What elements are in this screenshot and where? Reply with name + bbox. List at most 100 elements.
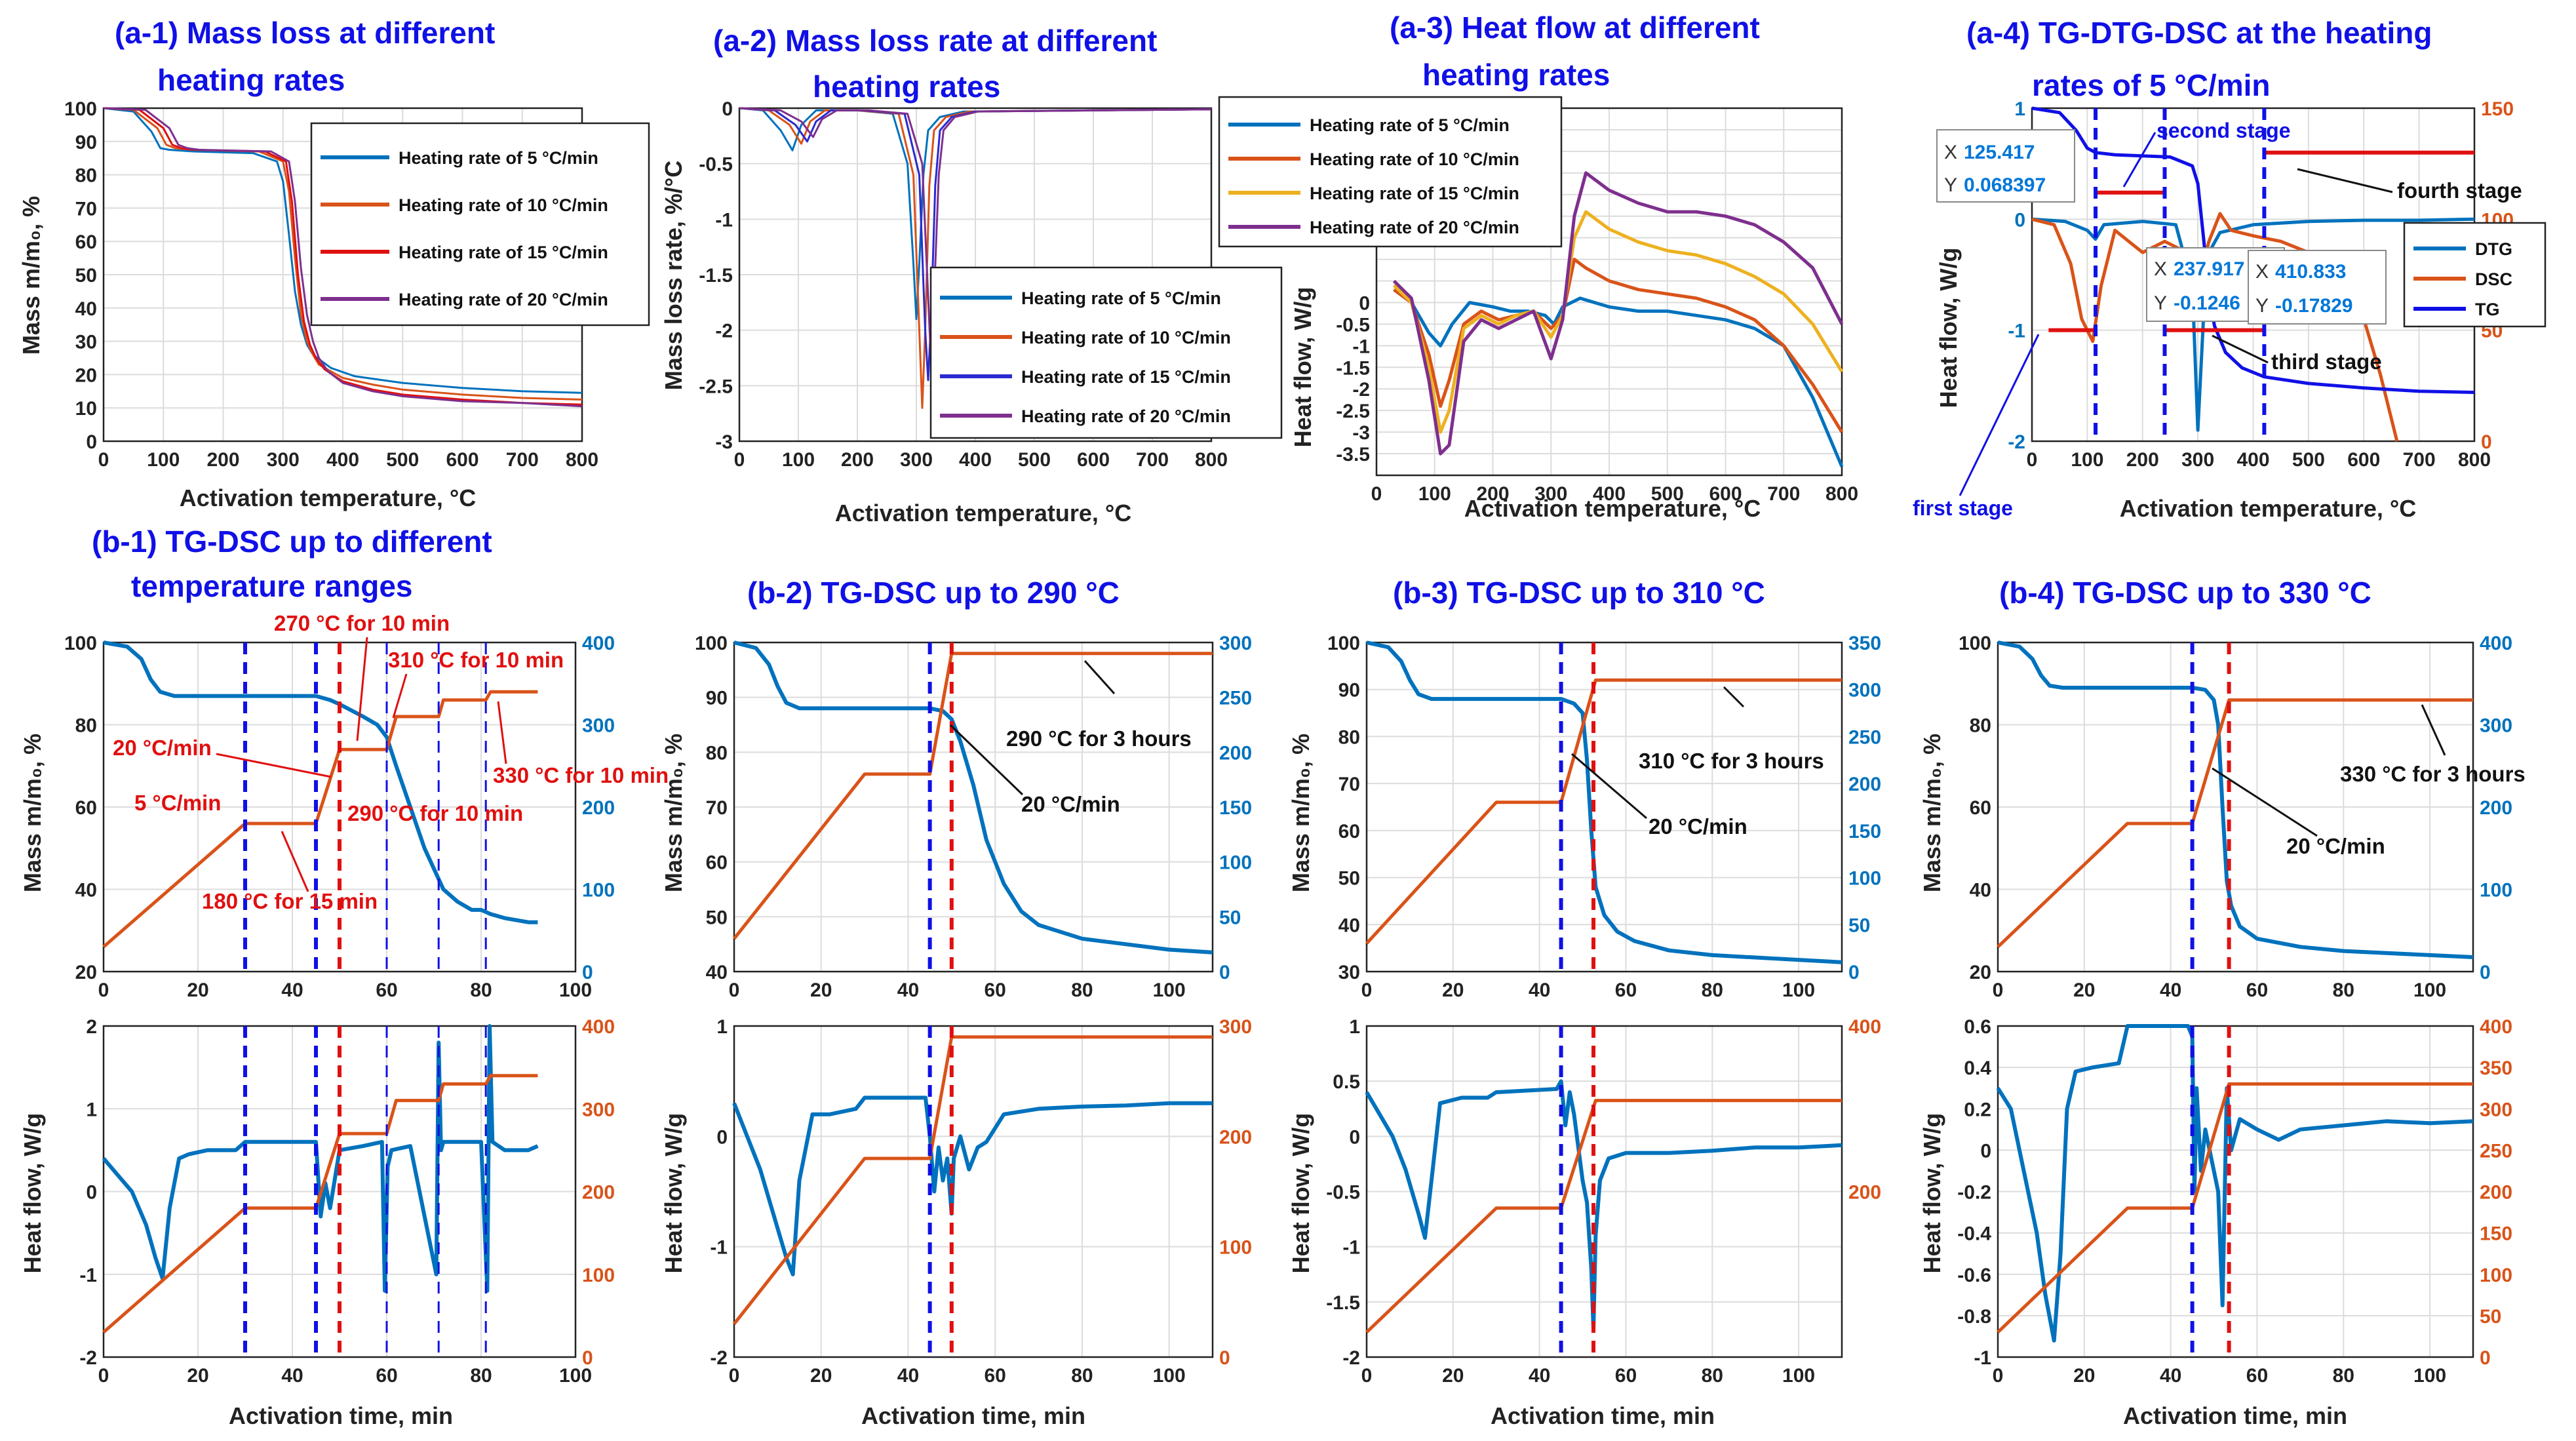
- a4-legend-label: DSC: [2475, 269, 2512, 289]
- b2-top-y2tick-label: 150: [1219, 797, 1252, 819]
- b4-top-y2tick-label: 300: [2480, 715, 2512, 737]
- a2-xtick-label: 0: [734, 449, 745, 471]
- b2-top-ytick-label: 60: [706, 852, 728, 874]
- b2-bottom-xtick-label: 0: [729, 1365, 740, 1387]
- a2-xtick-label: 500: [1018, 449, 1051, 471]
- b3-bottom-axes: 0 20 40 60 80 100 -2 -1.5 -1 -0.5 0 0.5 1: [1326, 1016, 1843, 1387]
- a1-xtick-label: 700: [506, 449, 539, 471]
- b2-top-y2tick-label: 250: [1219, 688, 1252, 709]
- b1-top-ytick-label: 100: [64, 633, 97, 654]
- b4-top-y2tick-label: 100: [2480, 880, 2512, 901]
- a2-ytick-label: 0: [722, 98, 733, 120]
- b2-bottom-xtick-label: 100: [1153, 1365, 1186, 1387]
- datatip-2-x-value: 237.917: [2174, 258, 2244, 280]
- b1-top-y2tick-label: 100: [582, 880, 615, 901]
- a3-xtick-label: 500: [1651, 483, 1684, 505]
- b3-bottom-xtick-label: 80: [1702, 1365, 1723, 1387]
- ylabel-top-b3: Mass m/m₀, %: [1287, 734, 1314, 892]
- b4-bottom-ytick-label: -0.6: [1957, 1265, 1991, 1286]
- title-b1-line1: (b-1) TG-DSC up to different: [92, 524, 492, 559]
- a1-ytick-label: 60: [75, 231, 97, 253]
- b4-bottom-ytick-label: 0: [1980, 1140, 1991, 1162]
- b4-top-y2tick-label: 200: [2480, 797, 2512, 819]
- a1-ytick-label: 80: [75, 165, 97, 187]
- a4-ytick-label: -1: [2008, 321, 2025, 342]
- b3-top-y2tick-label: 200: [1848, 774, 1881, 795]
- ylabel-top-b2: Mass m/m₀, %: [660, 734, 687, 892]
- b2-bottom-y2tick-label: 100: [1219, 1237, 1252, 1259]
- b2-top-y2tick-label: 200: [1219, 742, 1252, 764]
- datatip-1[interactable]: X 125.417 Y 0.068397: [1936, 129, 2075, 203]
- annotation-b2-hold: 290 °C for 3 hours: [1006, 726, 1192, 751]
- b3-top-ytick-label: 60: [1338, 821, 1360, 842]
- b2-top-y2tick-label: 0: [1219, 962, 1230, 983]
- a1-legend-label: Heating rate of 15 °C/min: [399, 243, 608, 262]
- b2-bottom-ytick-label: 1: [716, 1016, 728, 1038]
- a3-legend-label: Heating rate of 15 °C/min: [1310, 184, 1519, 203]
- title-b2: (b-2) TG-DSC up to 290 °C: [747, 576, 1120, 610]
- b4-top-xtick-label: 40: [2160, 979, 2181, 1001]
- b1-top-xtick-label: 40: [281, 979, 303, 1001]
- annotation-b1-270: 270 °C for 10 min: [274, 611, 450, 635]
- a4-ytick-label: 1: [2014, 98, 2025, 120]
- title-a3-line1: (a-3) Heat flow at different: [1390, 10, 1760, 45]
- xlabel-a3: Activation temperature, °C: [1464, 495, 1761, 522]
- b1-bottom-ytick-label: 2: [86, 1016, 97, 1038]
- b1-bottom-y2tick-label: 100: [582, 1265, 615, 1286]
- a1-ytick-label: 90: [75, 132, 97, 153]
- title-a1-line1: (a-1) Mass loss at different: [115, 16, 495, 50]
- b1-top-ytick-label: 80: [75, 715, 97, 737]
- b3-top-y2tick-label: 150: [1848, 821, 1881, 842]
- title-a2-line2: heating rates: [813, 69, 1000, 104]
- b1-top-xtick-label: 100: [559, 979, 592, 1001]
- a1-xtick-label: 600: [446, 449, 478, 471]
- xlabel-b2: Activation time, min: [861, 1402, 1085, 1429]
- b3-bottom-ytick-label: -0.5: [1326, 1182, 1360, 1204]
- a1-series-line: [103, 107, 583, 401]
- b3-arrow-hold: [1723, 686, 1745, 708]
- b3-arrow-rate: [1571, 753, 1647, 819]
- b1-arrow-20rate: [216, 753, 332, 778]
- b2-bottom-xtick-label: 20: [810, 1365, 832, 1387]
- b4-bottom-ytick-label: 0.6: [1964, 1016, 1991, 1038]
- ylabel-a4: Heat flow, W/g: [1935, 248, 1962, 408]
- datatip-3-x-label: X: [2255, 261, 2269, 283]
- a2-series-line: [739, 107, 1212, 365]
- a4-xtick-label: 100: [2071, 449, 2103, 471]
- b2-top-ytick-label: 90: [706, 688, 728, 709]
- b3-top-ytick-label: 70: [1338, 774, 1360, 795]
- datatip-3[interactable]: X 410.833 Y -0.17829: [2248, 250, 2387, 325]
- ylabel-bottom-b3: Heat flow, W/g: [1287, 1113, 1314, 1274]
- a3-legend-label: Heating rate of 5 °C/min: [1310, 115, 1510, 135]
- b4-bottom-ytick-label: -0.2: [1957, 1182, 1991, 1204]
- title-b3: (b-3) TG-DSC up to 310 °C: [1393, 576, 1765, 610]
- a1-xtick-label: 100: [147, 449, 180, 471]
- a3-ytick-label: -3: [1352, 422, 1370, 444]
- b1-bottom-xtick-label: 60: [376, 1365, 397, 1387]
- a1-series-line: [103, 107, 583, 394]
- a1-ytick-label: 30: [75, 332, 97, 353]
- b3-bottom-ytick-label: 0: [1349, 1126, 1360, 1148]
- a3-series-line: [1393, 288, 1844, 467]
- b2-top-axes: 0 20 40 60 80 100 40 50 60 70 80 90 100: [695, 633, 1214, 1001]
- title-a2-line1: (a-2) Mass loss rate at different: [713, 24, 1157, 58]
- b4-bottom-frame: [1997, 1025, 2474, 1358]
- datatip-3-x-value: 410.833: [2275, 261, 2346, 283]
- title-a4-line1: (a-4) TG-DTG-DSC at the heating: [1966, 16, 2432, 50]
- b2-top-xtick-label: 60: [984, 979, 1005, 1001]
- b4-top-xtick-label: 60: [2246, 979, 2268, 1001]
- b4-bottom-y2tick-label: 100: [2480, 1265, 2512, 1286]
- b2-bottom-heat-line: [732, 1096, 1213, 1276]
- a2-series-line: [739, 107, 1212, 409]
- b2-arrow-rate: [949, 724, 1024, 796]
- b1-top-y2tick-label: 200: [582, 797, 615, 819]
- a3-xtick-label: 700: [1767, 483, 1800, 505]
- b3-top-y2tick-label: 0: [1848, 962, 1860, 983]
- b2-bottom-ytick-label: -2: [710, 1347, 728, 1369]
- b3-top-xtick-label: 0: [1361, 979, 1373, 1001]
- b3-top-ytick-label: 100: [1327, 633, 1360, 654]
- a2-series-line: [739, 107, 1212, 321]
- ylabel-a2: Mass loss rate, %/°C: [660, 161, 687, 391]
- b1-bottom-y2tick-label: 400: [582, 1016, 615, 1038]
- b4-top-ytick-label: 20: [1970, 962, 1991, 983]
